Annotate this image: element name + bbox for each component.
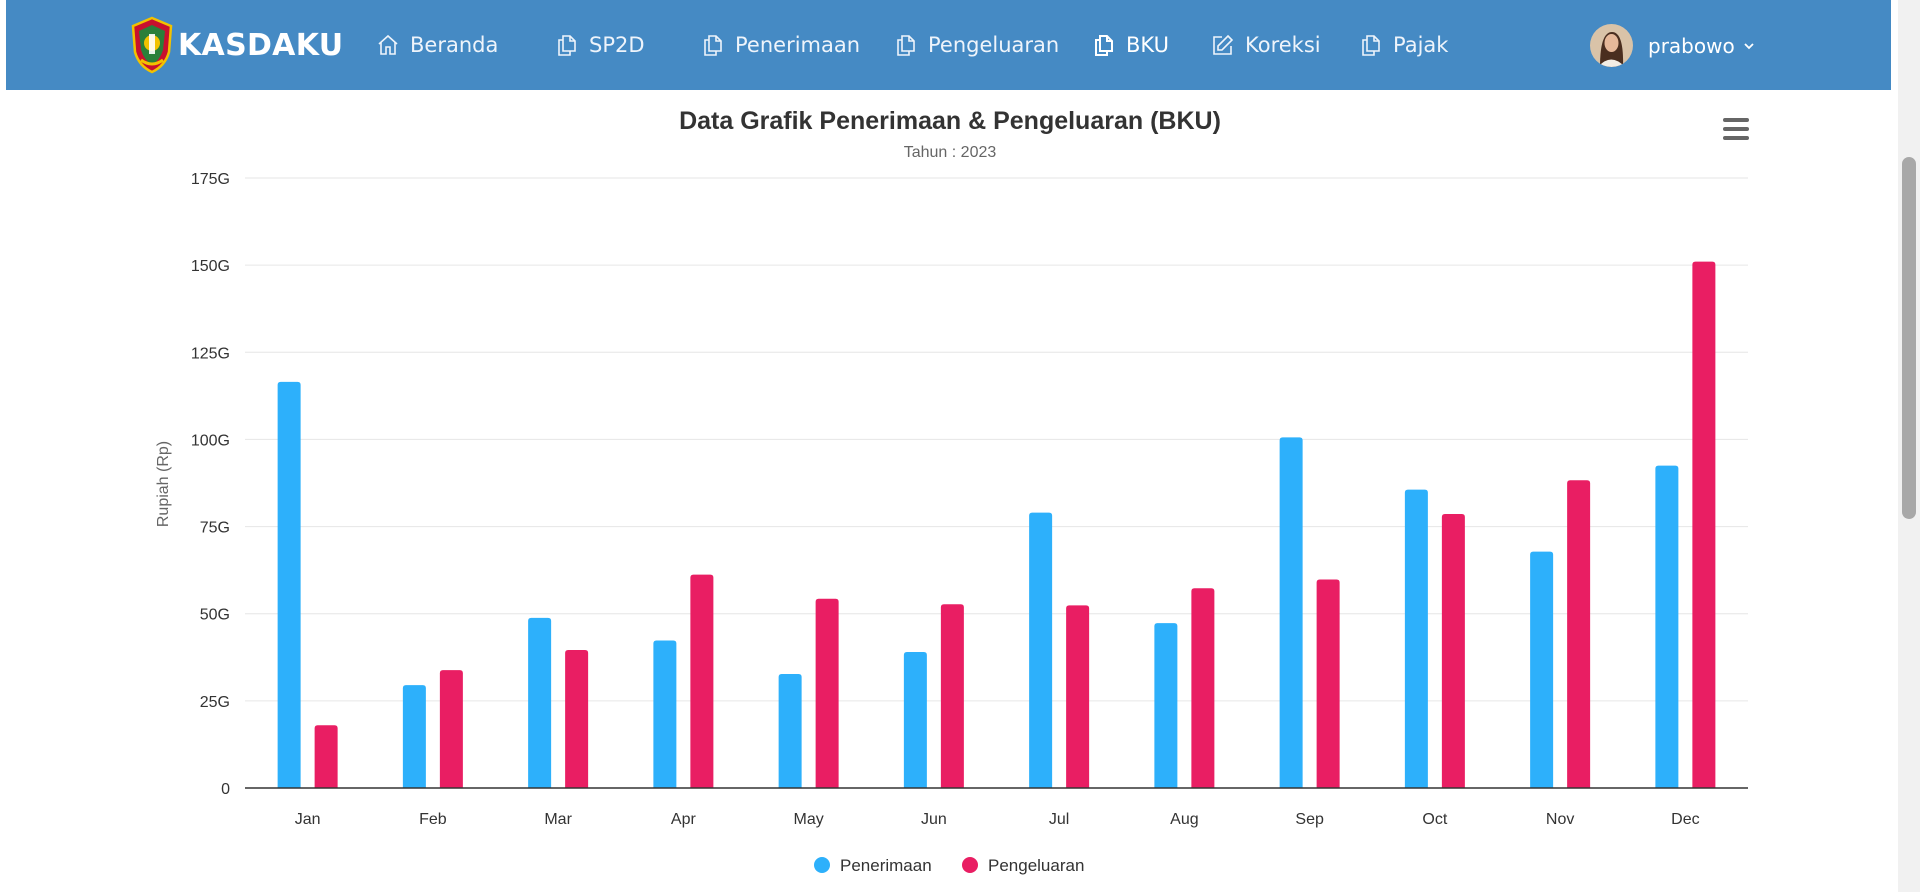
avatar bbox=[1590, 24, 1633, 67]
user-name: prabowo bbox=[1648, 33, 1735, 58]
x-tick-label: Mar bbox=[544, 811, 572, 828]
bar-pengeluaran-jun[interactable] bbox=[940, 604, 964, 788]
nav-label: BKU bbox=[1126, 33, 1169, 57]
x-tick-label: Jun bbox=[921, 811, 947, 828]
bar-penerimaan-jun[interactable] bbox=[903, 652, 927, 788]
bar-pengeluaran-feb[interactable] bbox=[439, 670, 463, 788]
legend-item-penerimaan[interactable]: Penerimaan bbox=[814, 856, 932, 875]
bar-penerimaan-apr[interactable] bbox=[653, 640, 677, 788]
x-tick-label: Jul bbox=[1049, 811, 1069, 828]
x-tick-label: Feb bbox=[419, 811, 447, 828]
page: KASDAKU Beranda SP2D Penerimaan Pengelua… bbox=[6, 0, 1891, 892]
top-navbar: KASDAKU Beranda SP2D Penerimaan Pengelua… bbox=[6, 0, 1891, 90]
nav-item-sp2d[interactable]: SP2D bbox=[555, 28, 645, 62]
y-tick-label: 150G bbox=[191, 258, 230, 275]
bar-pengeluaran-apr[interactable] bbox=[690, 574, 714, 788]
bar-pengeluaran-mar[interactable] bbox=[565, 649, 589, 788]
home-icon bbox=[378, 34, 398, 55]
bars bbox=[277, 261, 1716, 789]
brand[interactable]: KASDAKU bbox=[129, 16, 343, 74]
y-tick-label: 100G bbox=[191, 432, 230, 449]
legend-label-pengeluaran: Pengeluaran bbox=[988, 856, 1084, 875]
nav-item-beranda[interactable]: Beranda bbox=[376, 28, 498, 62]
scrollbar[interactable] bbox=[1898, 0, 1920, 892]
legend-marker-penerimaan bbox=[814, 857, 830, 873]
x-tick-label: Dec bbox=[1671, 811, 1699, 828]
x-tick-label: Apr bbox=[671, 811, 697, 828]
legend-marker-pengeluaran bbox=[962, 857, 978, 873]
y-tick-labels: 0 25G 50G 75G 100G 125G 150G 175G bbox=[191, 171, 230, 798]
copy-icon bbox=[1362, 35, 1380, 56]
bar-penerimaan-feb[interactable] bbox=[402, 685, 426, 788]
copy-icon bbox=[558, 35, 576, 56]
nav-label: Koreksi bbox=[1245, 33, 1321, 57]
bar-penerimaan-jan[interactable] bbox=[277, 381, 301, 788]
bar-pengeluaran-jan[interactable] bbox=[314, 725, 338, 788]
legend: Penerimaan Pengeluaran bbox=[814, 856, 1084, 875]
bar-penerimaan-jul[interactable] bbox=[1029, 512, 1053, 788]
x-tick-label: Jan bbox=[295, 811, 321, 828]
chart-menu-button[interactable] bbox=[1723, 118, 1749, 140]
copy-icon bbox=[897, 35, 915, 56]
bar-pengeluaran-aug[interactable] bbox=[1191, 588, 1215, 788]
coat-of-arms-logo bbox=[131, 16, 173, 74]
bku-bar-chart: Data Grafik Penerimaan & Pengeluaran (BK… bbox=[155, 107, 1748, 875]
bar-penerimaan-dec[interactable] bbox=[1655, 465, 1679, 788]
bar-pengeluaran-jul[interactable] bbox=[1066, 605, 1090, 788]
nav-item-pengeluaran[interactable]: Pengeluaran bbox=[894, 28, 1059, 62]
hamburger-icon bbox=[1723, 118, 1749, 122]
nav-label: Beranda bbox=[410, 33, 499, 57]
bar-penerimaan-oct[interactable] bbox=[1404, 489, 1428, 788]
nav-item-pajak[interactable]: Pajak bbox=[1359, 28, 1448, 62]
nav-label: Pajak bbox=[1393, 33, 1449, 57]
bar-penerimaan-nov[interactable] bbox=[1530, 551, 1554, 788]
copy-icon bbox=[1095, 35, 1113, 56]
bar-penerimaan-mar[interactable] bbox=[528, 617, 552, 788]
nav-item-koreksi[interactable]: Koreksi bbox=[1211, 28, 1321, 62]
nav-item-bku[interactable]: BKU bbox=[1092, 28, 1169, 62]
y-axis-title: Rupiah (Rp) bbox=[155, 441, 172, 527]
y-tick-label: 50G bbox=[200, 607, 230, 624]
x-tick-label: May bbox=[794, 811, 824, 828]
bar-penerimaan-aug[interactable] bbox=[1154, 623, 1178, 788]
legend-item-pengeluaran[interactable]: Pengeluaran bbox=[962, 856, 1084, 875]
chart-subtitle: Tahun : 2023 bbox=[904, 144, 997, 161]
edit-icon bbox=[1213, 34, 1234, 55]
x-tick-label: Nov bbox=[1546, 811, 1574, 828]
grid-lines bbox=[245, 177, 1748, 702]
bar-penerimaan-may[interactable] bbox=[778, 674, 802, 788]
bar-pengeluaran-oct[interactable] bbox=[1441, 514, 1465, 788]
chart-title: Data Grafik Penerimaan & Pengeluaran (BK… bbox=[679, 107, 1221, 135]
nav-label: SP2D bbox=[589, 33, 645, 57]
scrollbar-thumb[interactable] bbox=[1902, 157, 1916, 519]
y-tick-label: 175G bbox=[191, 171, 230, 188]
copy-icon bbox=[704, 35, 722, 56]
x-tick-labels: Jan Feb Mar Apr May Jun Jul Aug Sep Oct Nov Dec bbox=[295, 811, 1700, 828]
chevron-down-icon bbox=[1744, 42, 1754, 49]
nav-item-penerimaan[interactable]: Penerimaan bbox=[701, 28, 860, 62]
brand-name: KASDAKU bbox=[178, 27, 344, 63]
user-menu[interactable]: prabowo bbox=[1590, 24, 1755, 67]
bar-pengeluaran-nov[interactable] bbox=[1567, 480, 1591, 788]
nav-label: Pengeluaran bbox=[928, 33, 1060, 57]
y-tick-label: 25G bbox=[200, 694, 230, 711]
x-tick-label: Aug bbox=[1170, 811, 1198, 828]
bar-pengeluaran-sep[interactable] bbox=[1316, 579, 1340, 788]
y-tick-label: 75G bbox=[200, 520, 230, 537]
bar-pengeluaran-dec[interactable] bbox=[1692, 261, 1716, 789]
y-tick-label: 125G bbox=[191, 345, 230, 362]
bar-penerimaan-sep[interactable] bbox=[1279, 437, 1303, 788]
y-tick-label: 0 bbox=[221, 781, 230, 798]
x-tick-label: Sep bbox=[1295, 811, 1324, 828]
legend-label-penerimaan: Penerimaan bbox=[840, 856, 932, 875]
x-tick-label: Oct bbox=[1422, 811, 1447, 828]
nav-label: Penerimaan bbox=[735, 33, 861, 57]
bar-pengeluaran-may[interactable] bbox=[815, 598, 839, 788]
